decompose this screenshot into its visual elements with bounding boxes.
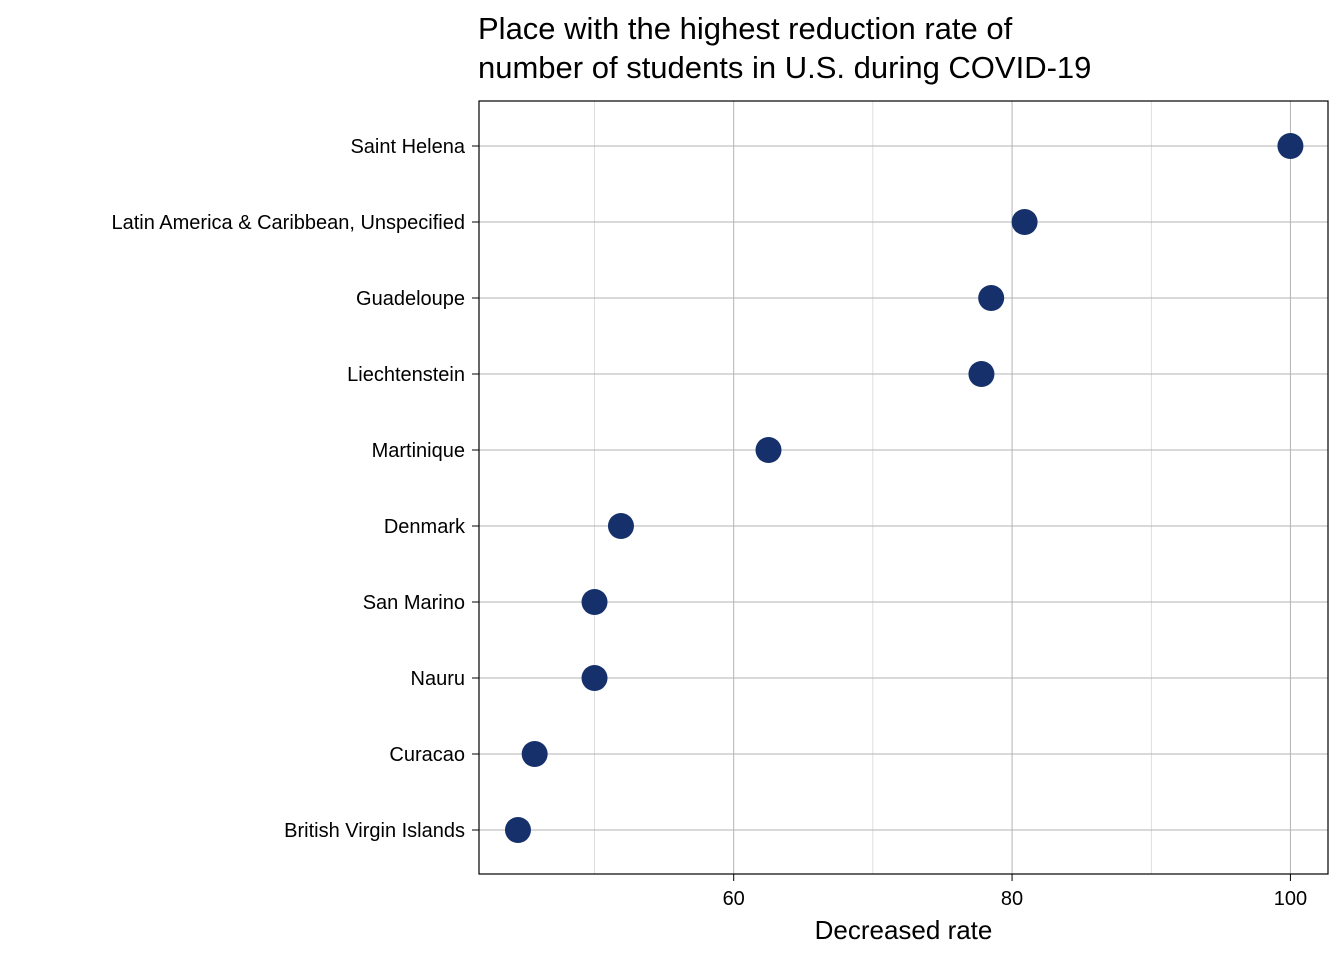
grid-lines xyxy=(479,101,1328,874)
y-tick-label: Nauru xyxy=(411,668,465,690)
x-tick-label: 100 xyxy=(1274,888,1307,910)
x-tick-label: 80 xyxy=(1001,888,1023,910)
data-point xyxy=(521,741,548,767)
data-point xyxy=(968,361,995,387)
chart-title-line-2: number of students in U.S. during COVID-… xyxy=(478,50,1091,85)
y-tick-label: Curacao xyxy=(389,744,465,766)
x-tick-label: 60 xyxy=(723,888,745,910)
plot-frame xyxy=(478,100,1329,875)
axes: 60 80 100 Saint Helena Latin America & Carib… xyxy=(111,136,1307,910)
x-axis-title: Decreased rate xyxy=(815,915,993,945)
data-point xyxy=(504,817,531,843)
data-point xyxy=(581,589,608,615)
y-tick-label: Latin America & Caribbean, Unspecified xyxy=(111,212,465,234)
y-tick-label: British Virgin Islands xyxy=(284,820,465,842)
chart-title: Place with the highest reduction rate of… xyxy=(478,11,1091,85)
y-tick-label: Saint Helena xyxy=(350,136,465,158)
data-point xyxy=(581,665,608,691)
y-tick-label: Martinique xyxy=(372,440,465,462)
y-tick-label: Denmark xyxy=(384,516,466,538)
data-point xyxy=(1277,133,1304,159)
y-tick-label: Liechtenstein xyxy=(347,364,465,386)
y-tick-label: Guadeloupe xyxy=(356,288,465,310)
data-point xyxy=(607,513,634,539)
data-point xyxy=(978,285,1005,311)
data-points xyxy=(504,133,1304,843)
chart-title-line-1: Place with the highest reduction rate of xyxy=(478,11,1013,46)
data-point xyxy=(755,437,782,463)
data-point xyxy=(1011,209,1038,235)
y-tick-label: San Marino xyxy=(363,592,465,614)
